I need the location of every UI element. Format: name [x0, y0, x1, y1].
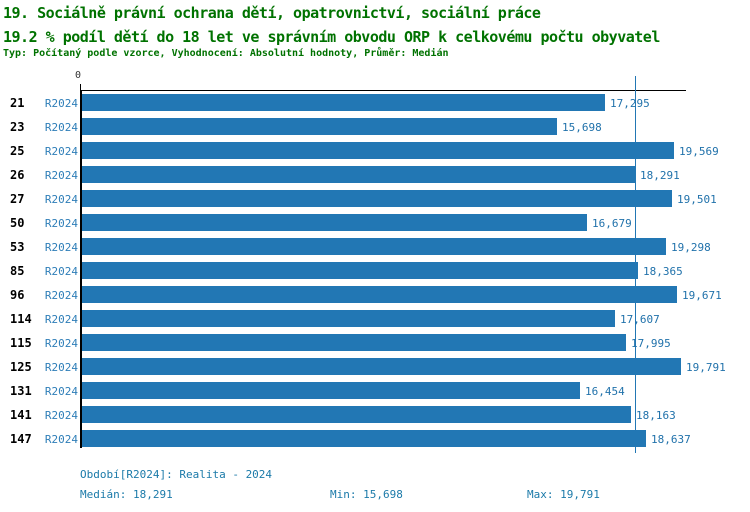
- row-category-label: 125: [10, 360, 32, 374]
- bar: [82, 190, 672, 207]
- row-category-label: 96: [10, 288, 25, 302]
- bar: [82, 310, 615, 327]
- bar: [82, 430, 646, 447]
- bar-value-label: 16,679: [592, 217, 632, 230]
- bar: [82, 166, 635, 183]
- y-axis-line: [80, 90, 82, 448]
- bar-value-label: 18,365: [643, 265, 683, 278]
- row-series-label: R2024: [44, 145, 78, 158]
- row-series-label: R2024: [44, 289, 78, 302]
- bar-value-label: 19,501: [677, 193, 717, 206]
- x-axis-line: [80, 90, 686, 91]
- bar: [82, 118, 557, 135]
- chart-subtitle: 19.2 % podíl dětí do 18 let ve správním …: [3, 28, 660, 46]
- bar-value-label: 17,607: [620, 313, 660, 326]
- row-series-label: R2024: [44, 169, 78, 182]
- footer-min-label: Min: 15,698: [330, 488, 403, 501]
- row-series-label: R2024: [44, 217, 78, 230]
- row-category-label: 131: [10, 384, 32, 398]
- bar: [82, 406, 631, 423]
- chart-title: 19. Sociálně právní ochrana dětí, opatro…: [3, 4, 541, 22]
- bar-value-label: 15,698: [562, 121, 602, 134]
- x-axis-zero-tick-mark: [80, 84, 81, 95]
- bar-value-label: 17,995: [631, 337, 671, 350]
- row-category-label: 115: [10, 336, 32, 350]
- bar: [82, 142, 674, 159]
- bar: [82, 262, 638, 279]
- row-category-label: 147: [10, 432, 32, 446]
- row-series-label: R2024: [44, 193, 78, 206]
- bar: [82, 382, 580, 399]
- bar: [82, 334, 626, 351]
- bar-value-label: 19,791: [686, 361, 726, 374]
- bar: [82, 94, 605, 111]
- row-series-label: R2024: [44, 265, 78, 278]
- x-axis-zero-tick-label: 0: [75, 70, 82, 81]
- row-series-label: R2024: [44, 241, 78, 254]
- row-series-label: R2024: [44, 313, 78, 326]
- footer-median-label: Medián: 18,291: [80, 488, 173, 501]
- bar-value-label: 17,295: [610, 97, 650, 110]
- row-series-label: R2024: [44, 385, 78, 398]
- bar-value-label: 19,671: [682, 289, 722, 302]
- bar-value-label: 19,569: [679, 145, 719, 158]
- row-series-label: R2024: [44, 337, 78, 350]
- row-category-label: 23: [10, 120, 25, 134]
- row-category-label: 50: [10, 216, 25, 230]
- bar-value-label: 18,163: [636, 409, 676, 422]
- bar-value-label: 19,298: [671, 241, 711, 254]
- row-series-label: R2024: [44, 121, 78, 134]
- row-series-label: R2024: [44, 97, 78, 110]
- row-category-label: 21: [10, 96, 25, 110]
- row-category-label: 25: [10, 144, 25, 158]
- row-category-label: 26: [10, 168, 25, 182]
- bar: [82, 214, 587, 231]
- row-category-label: 85: [10, 264, 25, 278]
- footer-period-label: Období[R2024]: Realita - 2024: [80, 468, 273, 481]
- row-series-label: R2024: [44, 433, 78, 446]
- bar: [82, 358, 681, 375]
- chart-meta-info: Typ: Počítaný podle vzorce, Vyhodnocení:…: [3, 48, 449, 59]
- bar: [82, 238, 666, 255]
- row-category-label: 53: [10, 240, 25, 254]
- bar-value-label: 18,291: [640, 169, 680, 182]
- bar-value-label: 16,454: [585, 385, 625, 398]
- row-category-label: 141: [10, 408, 32, 422]
- row-category-label: 114: [10, 312, 32, 326]
- row-series-label: R2024: [44, 361, 78, 374]
- footer-max-label: Max: 19,791: [527, 488, 600, 501]
- bar-value-label: 18,637: [651, 433, 691, 446]
- row-category-label: 27: [10, 192, 25, 206]
- bar: [82, 286, 677, 303]
- row-series-label: R2024: [44, 409, 78, 422]
